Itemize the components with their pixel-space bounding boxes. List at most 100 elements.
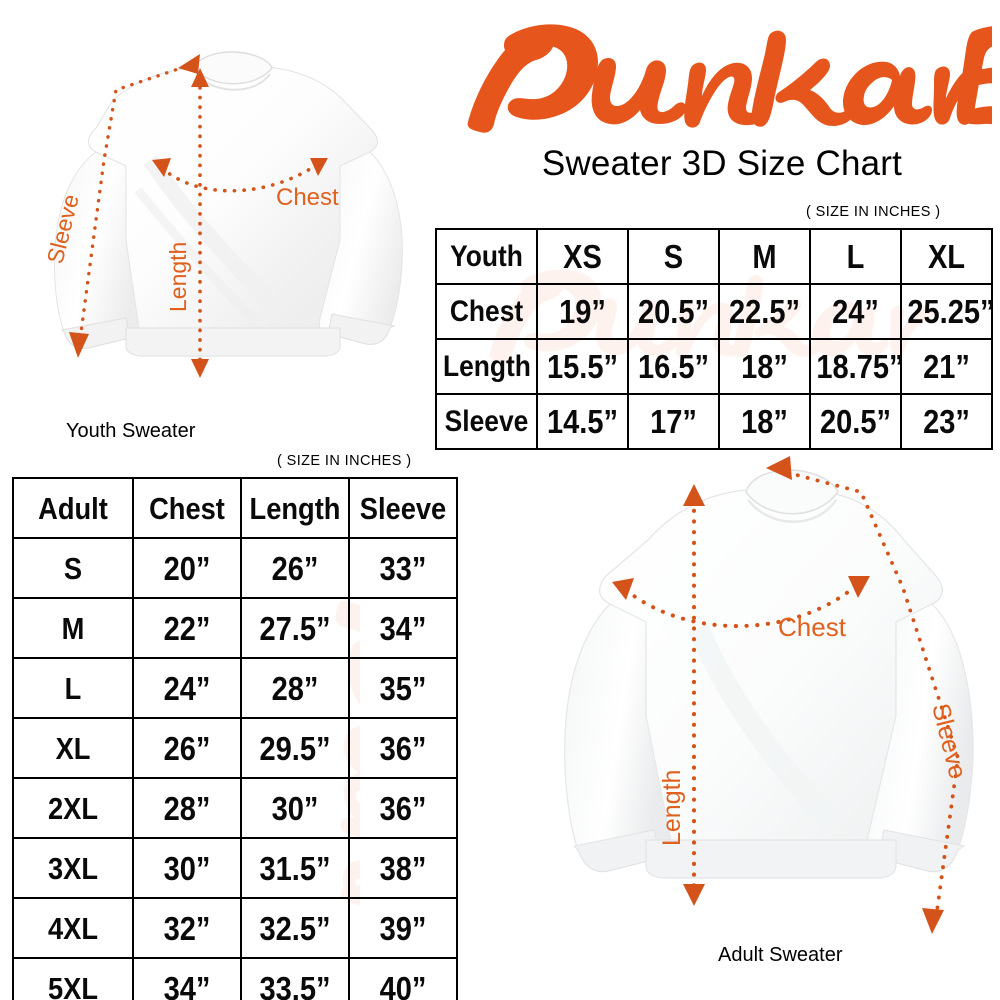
row-label: 5XL	[19, 957, 127, 1000]
table-cell: 23”	[905, 393, 988, 450]
chest-arrow-left	[152, 158, 171, 177]
column-header: XL	[905, 228, 988, 285]
table-cell: 34”	[354, 597, 452, 659]
table-cell: 22”	[138, 597, 236, 659]
column-header: L	[814, 228, 897, 285]
table-row: Length 15.5” 16.5” 18” 18.75” 21”	[436, 338, 992, 395]
column-header: S	[632, 228, 715, 285]
table-cell: 14.5”	[541, 393, 624, 450]
adult-length-label: Length	[658, 770, 686, 846]
table-cell: 32”	[138, 897, 236, 959]
table-cell: 21”	[905, 338, 988, 395]
table-cell: 25.25”	[905, 283, 995, 340]
table-cell: 32.5”	[246, 897, 344, 959]
chest-arrow-left	[612, 578, 634, 600]
column-header: XS	[541, 228, 624, 285]
row-label: L	[19, 657, 127, 719]
table-cell: 24”	[138, 657, 236, 719]
table-cell: 22.5”	[723, 283, 806, 340]
row-label: 4XL	[19, 897, 127, 959]
table-cell: 33”	[354, 537, 452, 599]
table-row: 2XL 28” 30” 36”	[13, 777, 457, 839]
row-label: M	[19, 597, 127, 659]
length-arrow-top	[191, 68, 209, 87]
table-row: 3XL 30” 31.5” 38”	[13, 837, 457, 899]
row-label: Length	[441, 338, 532, 395]
table-cell: 16.5”	[632, 338, 715, 395]
chart-subtitle: Sweater 3D Size Chart	[541, 144, 903, 183]
table-cell: 28”	[246, 657, 344, 719]
youth-chest-label: Chest	[276, 184, 339, 211]
table-row: S 20” 26” 33”	[13, 537, 457, 599]
table-cell: 15.5”	[541, 338, 624, 395]
table-cell: 24”	[814, 283, 897, 340]
length-arrow-bottom	[191, 359, 209, 378]
table-cell: 30”	[138, 837, 236, 899]
chest-arrow-right	[310, 158, 328, 176]
table-row: M 22” 27.5” 34”	[13, 597, 457, 659]
row-label: 2XL	[19, 777, 127, 839]
dunkare-logo	[452, 18, 992, 138]
column-header: Chest	[138, 477, 236, 539]
table-cell: 33.5”	[246, 957, 344, 1000]
youth-sweater-illustration: Chest Length Sleeve	[18, 40, 428, 415]
row-label: 3XL	[19, 837, 127, 899]
sleeve-arrow-bottom	[922, 908, 944, 934]
table-row: 5XL 34” 33.5” 40”	[13, 957, 457, 1000]
row-label: XL	[19, 717, 127, 779]
table-row: L 24” 28” 35”	[13, 657, 457, 719]
sleeve-arrow-bottom	[69, 332, 89, 358]
sleeve-arrow-top	[766, 456, 792, 480]
column-header: Length	[246, 477, 344, 539]
row-label: Sleeve	[441, 393, 532, 450]
table-cell: 18.75”	[814, 338, 904, 395]
chest-arrow-right	[848, 576, 870, 598]
table-cell: 28”	[138, 777, 236, 839]
table-cell: 36”	[354, 717, 452, 779]
table-cell: 18”	[723, 338, 806, 395]
column-header: Youth	[441, 228, 532, 285]
youth-units-note: ( SIZE IN INCHES )	[806, 204, 941, 220]
table-row: Sleeve 14.5” 17” 18” 20.5” 23”	[436, 393, 992, 450]
table-cell: 27.5”	[246, 597, 344, 659]
table-cell: 26”	[138, 717, 236, 779]
youth-sweater-caption: Youth Sweater	[66, 420, 196, 442]
table-cell: 34”	[138, 957, 236, 1000]
table-cell: 38”	[354, 837, 452, 899]
table-cell: 19”	[541, 283, 624, 340]
chest-measure-line	[160, 162, 320, 193]
table-header-row: Youth XS S M L XL	[436, 228, 992, 285]
table-cell: 36”	[354, 777, 452, 839]
row-label: Chest	[441, 283, 532, 340]
adult-sweater-illustration: Chest Length Sleeve	[548, 448, 993, 948]
youth-length-label: Length	[165, 242, 191, 312]
table-row: XL 26” 29.5” 36”	[13, 717, 457, 779]
adult-chest-label: Chest	[778, 612, 847, 642]
youth-size-table: Youth XS S M L XL Chest 19” 20.5” 22.5” 24” 25.25” L…	[435, 228, 995, 450]
table-cell: 20”	[138, 537, 236, 599]
table-cell: 30”	[246, 777, 344, 839]
column-header: Sleeve	[354, 477, 452, 539]
table-cell: 35”	[354, 657, 452, 719]
table-cell: 18”	[723, 393, 806, 450]
column-header: M	[723, 228, 806, 285]
length-arrow-top	[683, 484, 705, 506]
table-cell: 39”	[354, 897, 452, 959]
table-cell: 26”	[246, 537, 344, 599]
chest-measure-line	[624, 582, 860, 629]
row-label: S	[19, 537, 127, 599]
table-row: 4XL 32” 32.5” 39”	[13, 897, 457, 959]
table-row: Chest 19” 20.5” 22.5” 24” 25.25”	[436, 283, 995, 340]
table-cell: 20.5”	[814, 393, 897, 450]
sleeve-arrow-top	[178, 54, 200, 74]
table-cell: 20.5”	[632, 283, 715, 340]
adult-size-table: Adult Chest Length Sleeve S 20” 26” 33” M 22” 27.5…	[12, 477, 458, 1000]
table-header-row: Adult Chest Length Sleeve	[13, 477, 457, 539]
column-header: Adult	[19, 477, 127, 539]
table-cell: 17”	[632, 393, 715, 450]
adult-sweater-caption: Adult Sweater	[718, 944, 843, 966]
table-cell: 40”	[354, 957, 452, 1000]
table-cell: 29.5”	[246, 717, 344, 779]
length-arrow-bottom	[683, 884, 705, 906]
